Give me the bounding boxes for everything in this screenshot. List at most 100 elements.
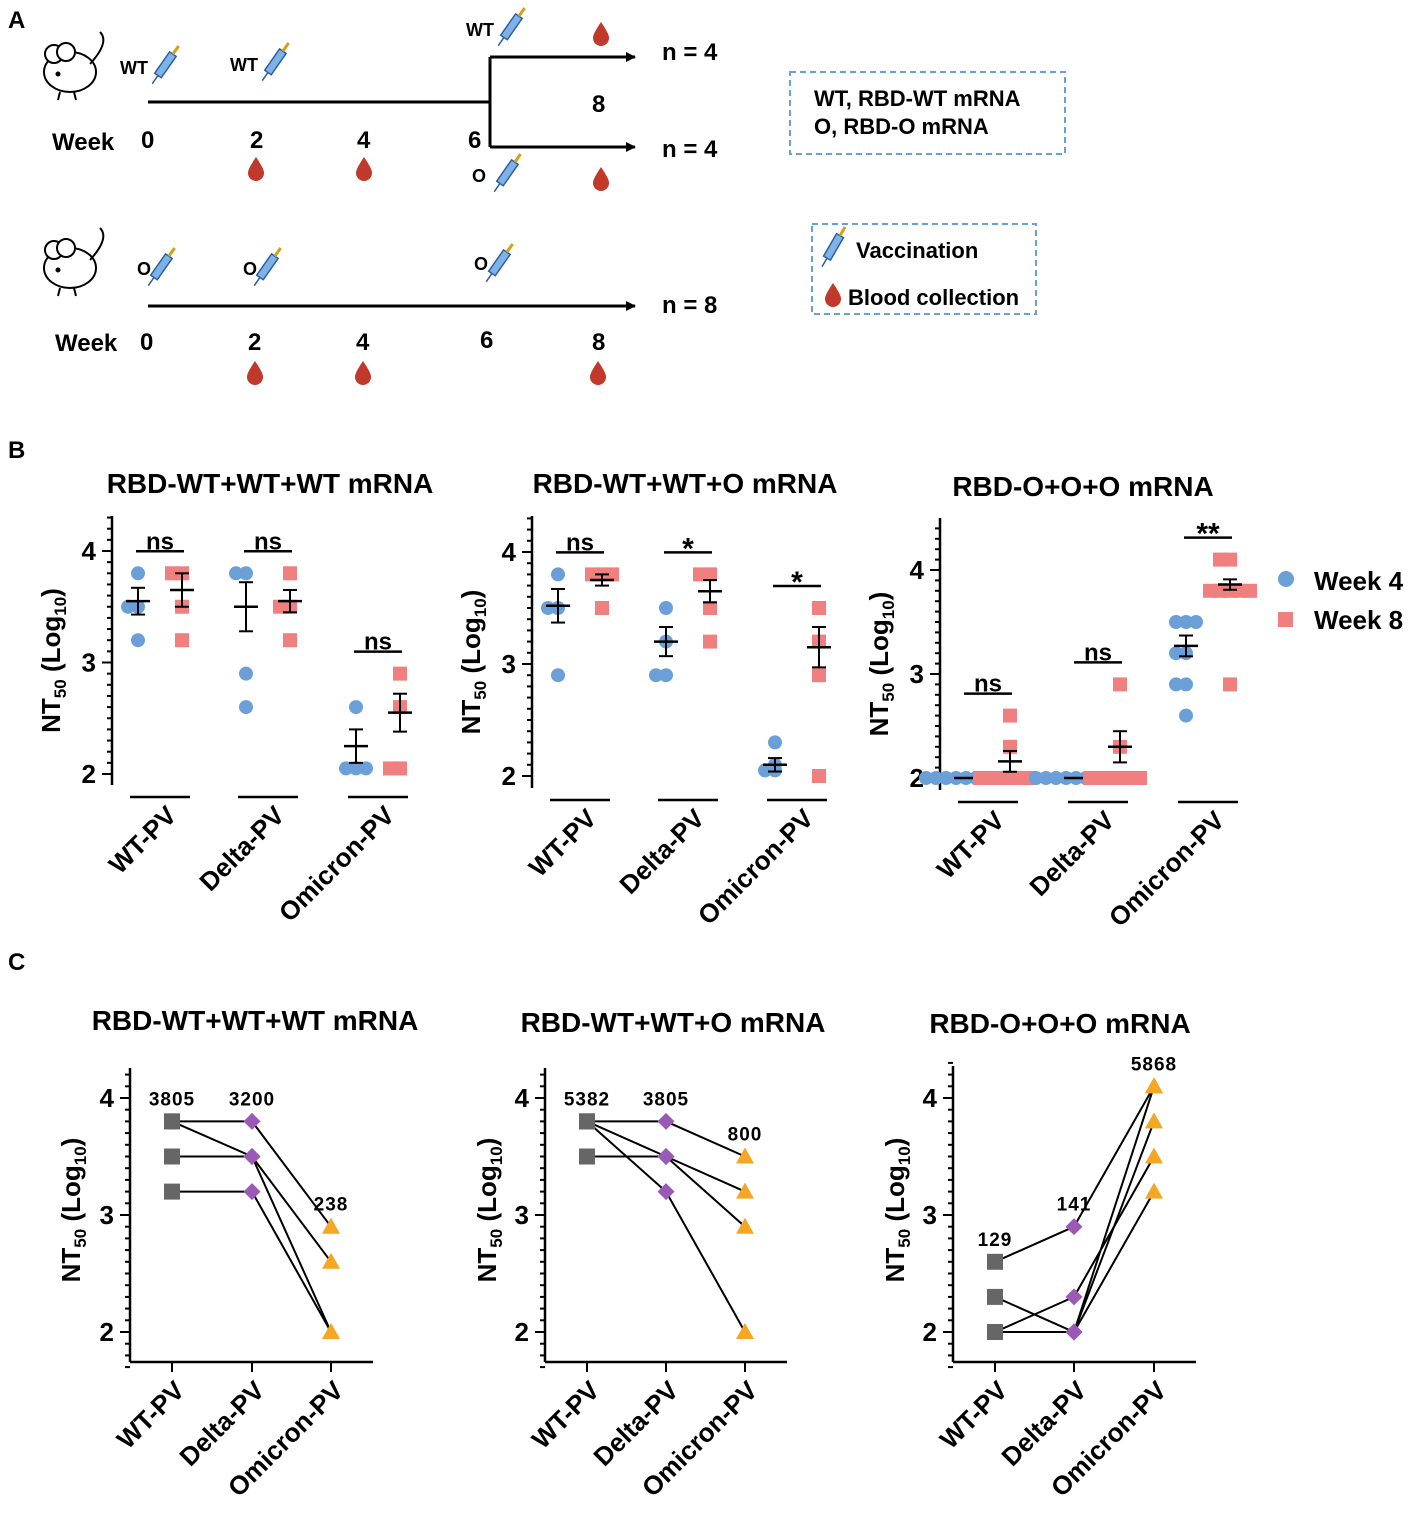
data-point xyxy=(1179,677,1193,692)
week-tick: 4 xyxy=(356,329,370,356)
timeline-1: Week 0 2 4 6 8 n = 4 n = 4 WT WT WT O xyxy=(52,7,718,193)
legend-b: Week 4 Week 8 xyxy=(1278,566,1404,635)
week-tick: 6 xyxy=(468,127,481,154)
y-tick-label: 4 xyxy=(82,536,97,566)
blood-drop-icon xyxy=(590,361,606,385)
wt-pv-point xyxy=(579,1148,595,1165)
data-point xyxy=(605,567,619,582)
data-point xyxy=(973,771,987,785)
delta-pv-point xyxy=(243,1183,261,1201)
x-tick-label: Omicron-PV xyxy=(1103,805,1231,933)
data-point xyxy=(239,666,253,681)
data-point xyxy=(359,761,373,776)
wt-pv-point xyxy=(987,1324,1003,1340)
blood-drop-icon xyxy=(593,22,609,46)
mouse-icon xyxy=(43,31,105,101)
panel-b-chart-1: RBD-WT+WT+WT mRNA 2 3 4 NT50 (Log10) WT-PV ns D… xyxy=(36,468,433,927)
week-tick: 2 xyxy=(248,329,261,356)
y-tick-label: 2 xyxy=(100,1317,114,1347)
data-point xyxy=(131,566,145,581)
delta-pv-point xyxy=(657,1183,675,1201)
delta-pv-point xyxy=(1065,1323,1083,1341)
y-axis-label: NT50 (Log10) xyxy=(472,1138,506,1283)
x-tick-label: Delta-PV xyxy=(193,800,290,897)
geomean-label: 3805 xyxy=(643,1089,689,1110)
legend-week8-marker xyxy=(1278,612,1293,627)
data-point xyxy=(703,634,717,649)
delta-pv-point xyxy=(1065,1218,1083,1236)
syringe-icon xyxy=(821,226,847,268)
series-line xyxy=(172,1155,332,1333)
data-point xyxy=(919,771,933,785)
dose-label: WT xyxy=(230,55,258,75)
significance-label: ns xyxy=(1084,639,1112,666)
data-point xyxy=(1203,583,1217,598)
y-axis-label: NT50 (Log10) xyxy=(36,588,70,733)
y-axis-label: NT50 (Log10) xyxy=(880,1138,914,1283)
blood-drop-icon xyxy=(248,157,264,181)
x-tick-label: WT-PV xyxy=(931,805,1011,885)
y-tick-label: 4 xyxy=(923,1083,938,1113)
data-point xyxy=(131,633,145,648)
x-tick-label: Omicron-PV xyxy=(692,803,820,931)
data-point xyxy=(1169,646,1183,661)
data-point xyxy=(1039,771,1053,785)
n-label: n = 4 xyxy=(662,136,718,163)
blood-drop-icon xyxy=(825,283,841,307)
significance-label: ** xyxy=(1196,518,1220,551)
geomean-label: 141 xyxy=(1057,1195,1092,1216)
significance-label: * xyxy=(682,532,694,565)
data-point xyxy=(703,601,717,615)
data-point xyxy=(239,700,253,715)
data-point xyxy=(595,601,609,615)
dose-label: WT xyxy=(120,58,148,78)
x-tick-label: Delta-PV xyxy=(613,803,710,900)
blood-drop-icon xyxy=(355,361,371,385)
geomean-label: 5868 xyxy=(1131,1054,1177,1075)
y-axis-label: NT50 (Log10) xyxy=(864,592,898,737)
data-point xyxy=(693,567,707,582)
wt-pv-point xyxy=(164,1148,180,1165)
data-point xyxy=(1049,771,1063,785)
y-tick-label: 2 xyxy=(923,1317,937,1347)
data-point xyxy=(273,599,287,614)
omicron-pv-point xyxy=(736,1182,754,1199)
x-tick-label: WT-PV xyxy=(526,1375,606,1455)
syringe-icon xyxy=(151,45,180,85)
omicron-pv-point xyxy=(1145,1077,1163,1094)
chart-title: RBD-WT+WT+O mRNA xyxy=(521,1007,826,1038)
data-point xyxy=(229,566,243,581)
n-label: n = 4 xyxy=(662,39,718,66)
syringe-icon xyxy=(147,247,176,287)
legend-box xyxy=(811,223,1037,315)
y-tick-label: 4 xyxy=(100,1083,115,1113)
y-tick-label: 3 xyxy=(502,649,516,679)
omicron-pv-point xyxy=(322,1323,340,1339)
data-point xyxy=(659,668,673,683)
panel-b-chart-2: RBD-WT+WT+O mRNA 2 3 4 NT50 (Log10) WT-PV ns De… xyxy=(456,468,837,930)
geomean-label: 800 xyxy=(728,1125,763,1146)
x-tick-label: Omicron-PV xyxy=(273,800,401,928)
omicron-pv-point xyxy=(1145,1182,1163,1199)
abbreviation-line: O, RBD-O mRNA xyxy=(814,114,989,139)
delta-pv-point xyxy=(243,1112,261,1130)
week-label: Week xyxy=(55,330,118,357)
data-point xyxy=(1083,771,1097,785)
geomean-label: 3805 xyxy=(149,1089,195,1110)
syringe-icon xyxy=(253,247,282,287)
wt-pv-point xyxy=(987,1253,1003,1270)
legend-blood: Blood collection xyxy=(848,285,1019,310)
y-axis-label: NT50 (Log10) xyxy=(456,590,490,735)
abbreviation-box xyxy=(789,71,1066,155)
data-point xyxy=(175,633,189,648)
geomean-label: 129 xyxy=(978,1230,1013,1251)
data-point xyxy=(349,761,363,776)
data-point xyxy=(1169,615,1183,629)
significance-label: * xyxy=(791,566,803,599)
delta-pv-point xyxy=(657,1112,675,1130)
chart-title: RBD-O+O+O mRNA xyxy=(929,1008,1190,1039)
chart-title: RBD-O+O+O mRNA xyxy=(952,471,1213,502)
y-tick-label: 3 xyxy=(910,659,924,689)
data-point xyxy=(393,666,407,681)
